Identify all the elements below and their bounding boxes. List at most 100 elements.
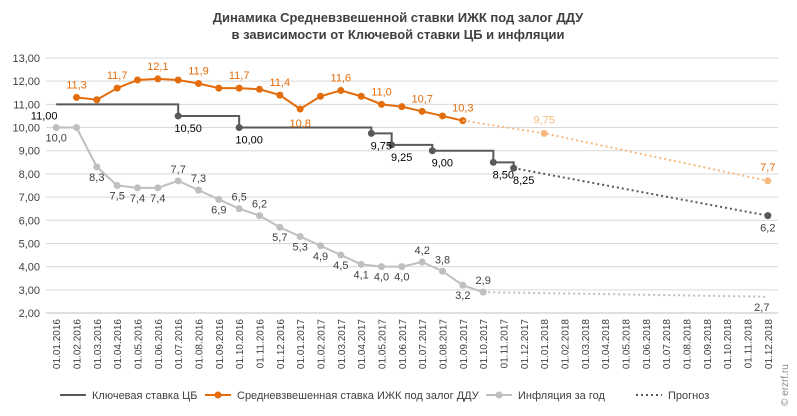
inflation-marker	[276, 223, 284, 231]
x-tick-label: 01.07.2018	[662, 319, 673, 369]
x-tick-label: 01.05.2018	[622, 319, 633, 369]
y-tick-label: 4,00	[19, 262, 40, 274]
x-tick-label: 01.04.2016	[113, 319, 124, 369]
x-tick-label: 01.05.2017	[378, 319, 389, 369]
inflation-marker	[113, 182, 121, 189]
inflation-label: 4,5	[333, 260, 348, 272]
key-rate-label: 9,00	[432, 158, 453, 170]
inflation-label: 5,3	[293, 242, 308, 254]
inflation-marker	[296, 233, 304, 240]
mortgage-label: 10,8	[289, 118, 310, 130]
x-tick-label: 01.08.2018	[683, 319, 694, 369]
mortgage-label: 10,7	[411, 93, 432, 105]
mortgage-label: 12,1	[147, 61, 168, 73]
chart-title-line-2: в зависимости от Ключевой ставки ЦБ и ин…	[232, 27, 565, 42]
mortgage-marker	[317, 92, 324, 100]
x-tick-label: 01.02.2017	[317, 319, 328, 369]
key-rate-marker	[428, 147, 436, 155]
x-tick-label: 01.02.2016	[73, 319, 84, 369]
forecast-label: 9,75	[533, 114, 554, 126]
mortgage-label: 10,3	[452, 103, 473, 115]
x-tick-label: 01.12.2017	[520, 319, 531, 369]
mortgage-marker	[134, 76, 141, 84]
x-tick-label: 01.01.2016	[52, 319, 63, 369]
y-axis: 2,00 3,00 4,00 5,00 6,00 7,00 8,00 9,00 10,00 11,…	[12, 53, 40, 320]
grid-lines	[46, 57, 778, 314]
inflation-label: 3,8	[435, 254, 450, 266]
inflation-marker	[235, 205, 243, 213]
mortgage-marker	[256, 85, 263, 93]
y-tick-label: 10,00	[12, 123, 40, 135]
mortgage-label: 11,0	[371, 86, 392, 98]
legend: Ключевая ставка ЦБ Средневзвешенная ставк…	[60, 390, 709, 402]
mortgage-marker	[73, 93, 80, 101]
x-tick-label: 01.10.2018	[723, 319, 734, 369]
inflation-label: 2,9	[476, 275, 491, 287]
x-tick-label: 01.08.2017	[439, 319, 450, 369]
mortgage-label: 11,4	[270, 77, 291, 89]
x-tick-label: 01.10.2016	[235, 319, 246, 369]
x-tick-label: 01.03.2016	[93, 319, 104, 369]
mortgage-marker	[439, 112, 446, 120]
mortgage-marker	[195, 80, 202, 87]
x-tick-label: 01.07.2016	[174, 319, 185, 369]
mortgage-marker	[337, 86, 345, 94]
x-tick-label: 01.11.2017	[500, 319, 511, 369]
x-tick-label: 01.03.2018	[581, 319, 592, 369]
inflation-marker	[459, 281, 467, 289]
legend-marker	[495, 391, 503, 399]
x-tick-label: 01.06.2018	[642, 319, 653, 369]
key-rate-label: 11,00	[31, 110, 58, 122]
y-tick-label: 5,00	[19, 238, 40, 250]
inflation-marker	[418, 258, 426, 266]
inflation-label: 4,9	[313, 251, 328, 263]
inflation-label: 7,5	[110, 191, 125, 203]
chart-title-line-1: Динамика Средневзвешенной ставки ИЖК под…	[213, 10, 584, 25]
x-tick-label: 01.12.2016	[276, 319, 287, 369]
x-tick-label: 01.01.2017	[296, 319, 307, 369]
inflation-marker	[256, 212, 263, 220]
inflation-marker	[378, 263, 385, 271]
key-rate-marker	[489, 158, 497, 166]
y-tick-label: 11,00	[13, 99, 40, 111]
series-layer	[52, 75, 772, 298]
inflation-line	[56, 126, 484, 294]
inflation-label: 6,9	[211, 204, 226, 216]
inflation-label: 8,3	[89, 172, 104, 184]
mortgage-label: 11,3	[66, 79, 87, 91]
legend-label: Средневзвешенная ставка ИЖК под залог ДД…	[237, 390, 480, 402]
inflation-label: 7,3	[191, 173, 206, 185]
forecast-marker	[540, 129, 548, 137]
x-tick-label: 01.03.2017	[337, 319, 348, 369]
inflation-marker	[134, 184, 141, 192]
x-tick-label: 01.08.2016	[195, 319, 206, 369]
forecast-line	[513, 167, 769, 217]
mortgage-marker	[296, 105, 304, 113]
x-tick-label: 01.04.2018	[601, 319, 612, 369]
forecast-marker	[764, 212, 772, 220]
inflation-marker	[154, 184, 162, 192]
mortgage-label: 11,9	[188, 66, 209, 78]
key-rate-label: 10,00	[235, 135, 263, 147]
forecast-line	[483, 291, 768, 298]
mortgage-label: 11,7	[107, 70, 128, 82]
inflation-label: 6,2	[252, 199, 267, 211]
y-tick-label: 12,00	[12, 76, 40, 88]
y-tick-label: 6,00	[19, 215, 40, 227]
x-tick-label: 01.09.2016	[215, 319, 226, 369]
y-tick-label: 3,00	[19, 285, 40, 297]
inflation-label: 6,5	[232, 192, 247, 204]
inflation-marker	[73, 124, 80, 132]
key-rate-label: 9,75	[371, 140, 392, 152]
legend-marker	[214, 391, 222, 399]
inflation-label: 7,7	[171, 164, 186, 176]
mortgage-marker	[357, 92, 365, 100]
mortgage-marker	[215, 84, 223, 92]
x-tick-label: 01.01.2018	[540, 319, 551, 369]
inflation-label: 7,4	[130, 193, 145, 205]
legend-label: Ключевая ставка ЦБ	[92, 390, 198, 402]
watermark: © erzrf.ru	[780, 364, 791, 406]
legend-label: Прогноз	[668, 390, 709, 402]
inflation-label: 3,2	[455, 290, 470, 302]
